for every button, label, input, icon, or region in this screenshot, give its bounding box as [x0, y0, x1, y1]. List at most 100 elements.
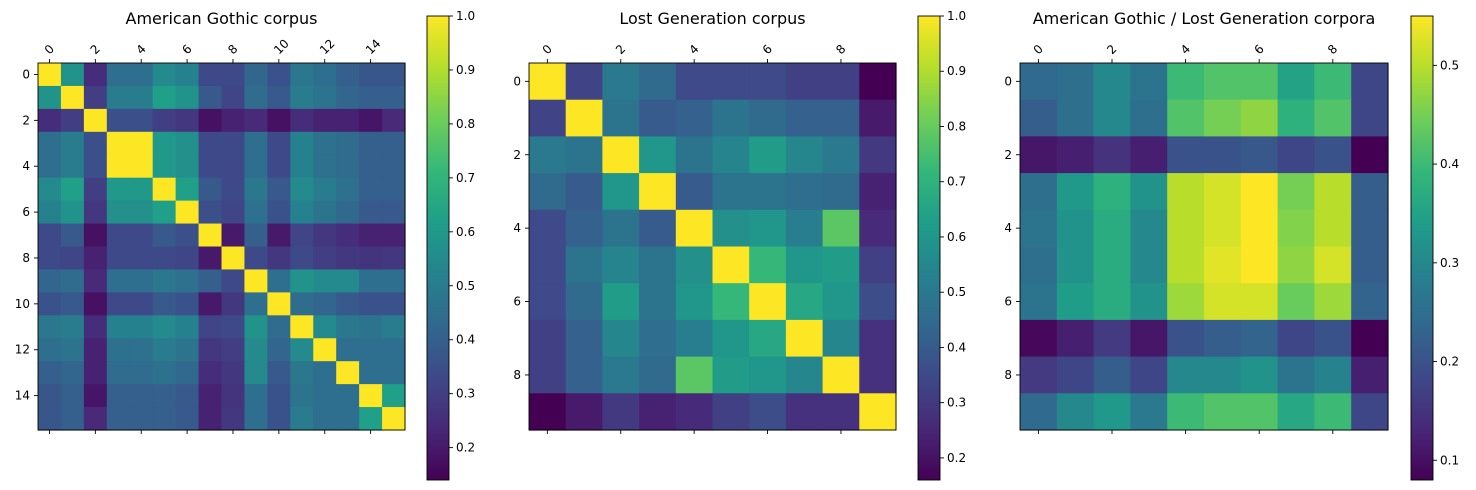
- heatmap-cell: [822, 173, 860, 211]
- heatmap-cell: [38, 269, 62, 293]
- heatmap-cell: [1093, 136, 1131, 174]
- heatmap-cell: [175, 384, 200, 408]
- heatmap-cell: [313, 223, 337, 248]
- heatmap-cell: [529, 283, 567, 321]
- heatmap-cell: [749, 99, 787, 137]
- heatmap-cell: [639, 393, 677, 431]
- heatmap-cell: [313, 154, 337, 179]
- colorbar: [427, 16, 449, 480]
- heatmap-cell: [359, 246, 383, 271]
- heatmap-cell: [565, 393, 603, 431]
- heatmap-cell: [822, 99, 860, 137]
- heatmap-cell: [152, 63, 177, 87]
- heatmap-cell: [749, 63, 787, 101]
- heatmap-cell: [1277, 173, 1315, 211]
- heatmap-cell: [175, 154, 200, 179]
- colorbar-tick-label: 0.9: [947, 64, 966, 78]
- heatmap-cell: [129, 131, 154, 156]
- heatmap-cell: [1020, 209, 1058, 248]
- heatmap-cell: [822, 209, 860, 248]
- heatmap-cell: [1240, 393, 1279, 431]
- heatmap-cell: [244, 269, 268, 293]
- heatmap-cell: [1020, 99, 1058, 137]
- heatmap-cell: [1020, 63, 1058, 101]
- heatmap-cell: [267, 361, 291, 385]
- heatmap-cell: [129, 292, 154, 316]
- heatmap-cell: [565, 99, 603, 137]
- heatmap-cell: [336, 63, 360, 87]
- heatmap-cell: [83, 131, 108, 156]
- heatmap-cell: [382, 200, 406, 225]
- heatmap-cell: [1093, 173, 1131, 211]
- heatmap-cell: [382, 292, 406, 316]
- heatmap-cell: [602, 136, 640, 174]
- heatmap-cell: [60, 63, 85, 87]
- heatmap-cell: [749, 246, 787, 284]
- heatmap-cell: [529, 136, 567, 174]
- heatmap-cell: [1093, 246, 1131, 284]
- heatmap-cell: [290, 384, 314, 408]
- heatmap-cell: [1167, 209, 1205, 248]
- heatmap-cell: [106, 315, 131, 339]
- heatmap-cell: [1093, 63, 1131, 101]
- heatmap-cell: [38, 384, 62, 408]
- heatmap-cell: [129, 407, 154, 431]
- heatmap-cell: [106, 177, 131, 202]
- heatmap-cell: [106, 269, 131, 293]
- heatmap-cell: [1277, 99, 1315, 137]
- heatmap-cell: [529, 393, 567, 431]
- heatmap-cell: [175, 63, 200, 87]
- colorbar-tick-label: 0.3: [456, 387, 475, 401]
- colorbar-tick-label: 0.2: [456, 441, 475, 455]
- heatmap-cell: [336, 108, 360, 133]
- heatmap-cell: [359, 407, 383, 431]
- heatmap-cell: [712, 283, 750, 321]
- heatmap-cell: [1277, 319, 1315, 358]
- y-tick-label: 2: [513, 148, 521, 162]
- heatmap-cell: [382, 223, 406, 248]
- heatmap-cell: [1314, 209, 1352, 248]
- heatmap-cell: [83, 361, 108, 385]
- y-tick-label: 2: [22, 113, 30, 127]
- heatmap-cell: [106, 407, 131, 431]
- heatmap-cell: [529, 173, 567, 211]
- heatmap-cell: [675, 319, 714, 358]
- colorbar-frame: [426, 15, 450, 481]
- heatmap-cell: [198, 108, 223, 133]
- heatmap-cell: [244, 407, 268, 431]
- heatmap-cell: [244, 361, 268, 385]
- heatmap-cell: [359, 223, 383, 248]
- heatmap-cell: [639, 319, 677, 358]
- colorbar-tick-label: 0.6: [947, 230, 966, 244]
- heatmap-cell: [198, 154, 223, 179]
- heatmap-cell: [244, 85, 268, 110]
- heatmap-cell: [244, 338, 268, 362]
- heatmap-cell: [859, 173, 897, 211]
- heatmap-cell: [1204, 283, 1242, 321]
- heatmap-cell: [290, 154, 314, 179]
- heatmap-cell: [1277, 356, 1315, 394]
- heatmap-cell: [859, 356, 897, 394]
- y-tick-label: 6: [513, 295, 521, 309]
- heatmap-cell: [359, 85, 383, 110]
- heatmap-cell: [152, 292, 177, 316]
- heatmap-cell: [267, 200, 291, 225]
- heatmap-cell: [359, 361, 383, 385]
- heatmap-cell: [267, 246, 291, 271]
- heatmap-cell: [1277, 63, 1315, 101]
- heatmap-cell: [198, 384, 223, 408]
- heatmap-cell: [1204, 393, 1242, 431]
- heatmap-cell: [267, 407, 291, 431]
- heatmap-cell: [313, 200, 337, 225]
- heatmap-cell: [313, 177, 337, 202]
- heatmap-cell: [639, 136, 677, 174]
- heatmap-cell: [313, 361, 337, 385]
- heatmap-cell: [313, 108, 337, 133]
- heatmap-cell: [38, 63, 62, 87]
- heatmap-cell: [1314, 173, 1352, 211]
- heatmap-cell: [313, 407, 337, 431]
- heatmap-cell: [1130, 283, 1168, 321]
- heatmap-cell: [639, 283, 677, 321]
- heatmap-cell: [129, 269, 154, 293]
